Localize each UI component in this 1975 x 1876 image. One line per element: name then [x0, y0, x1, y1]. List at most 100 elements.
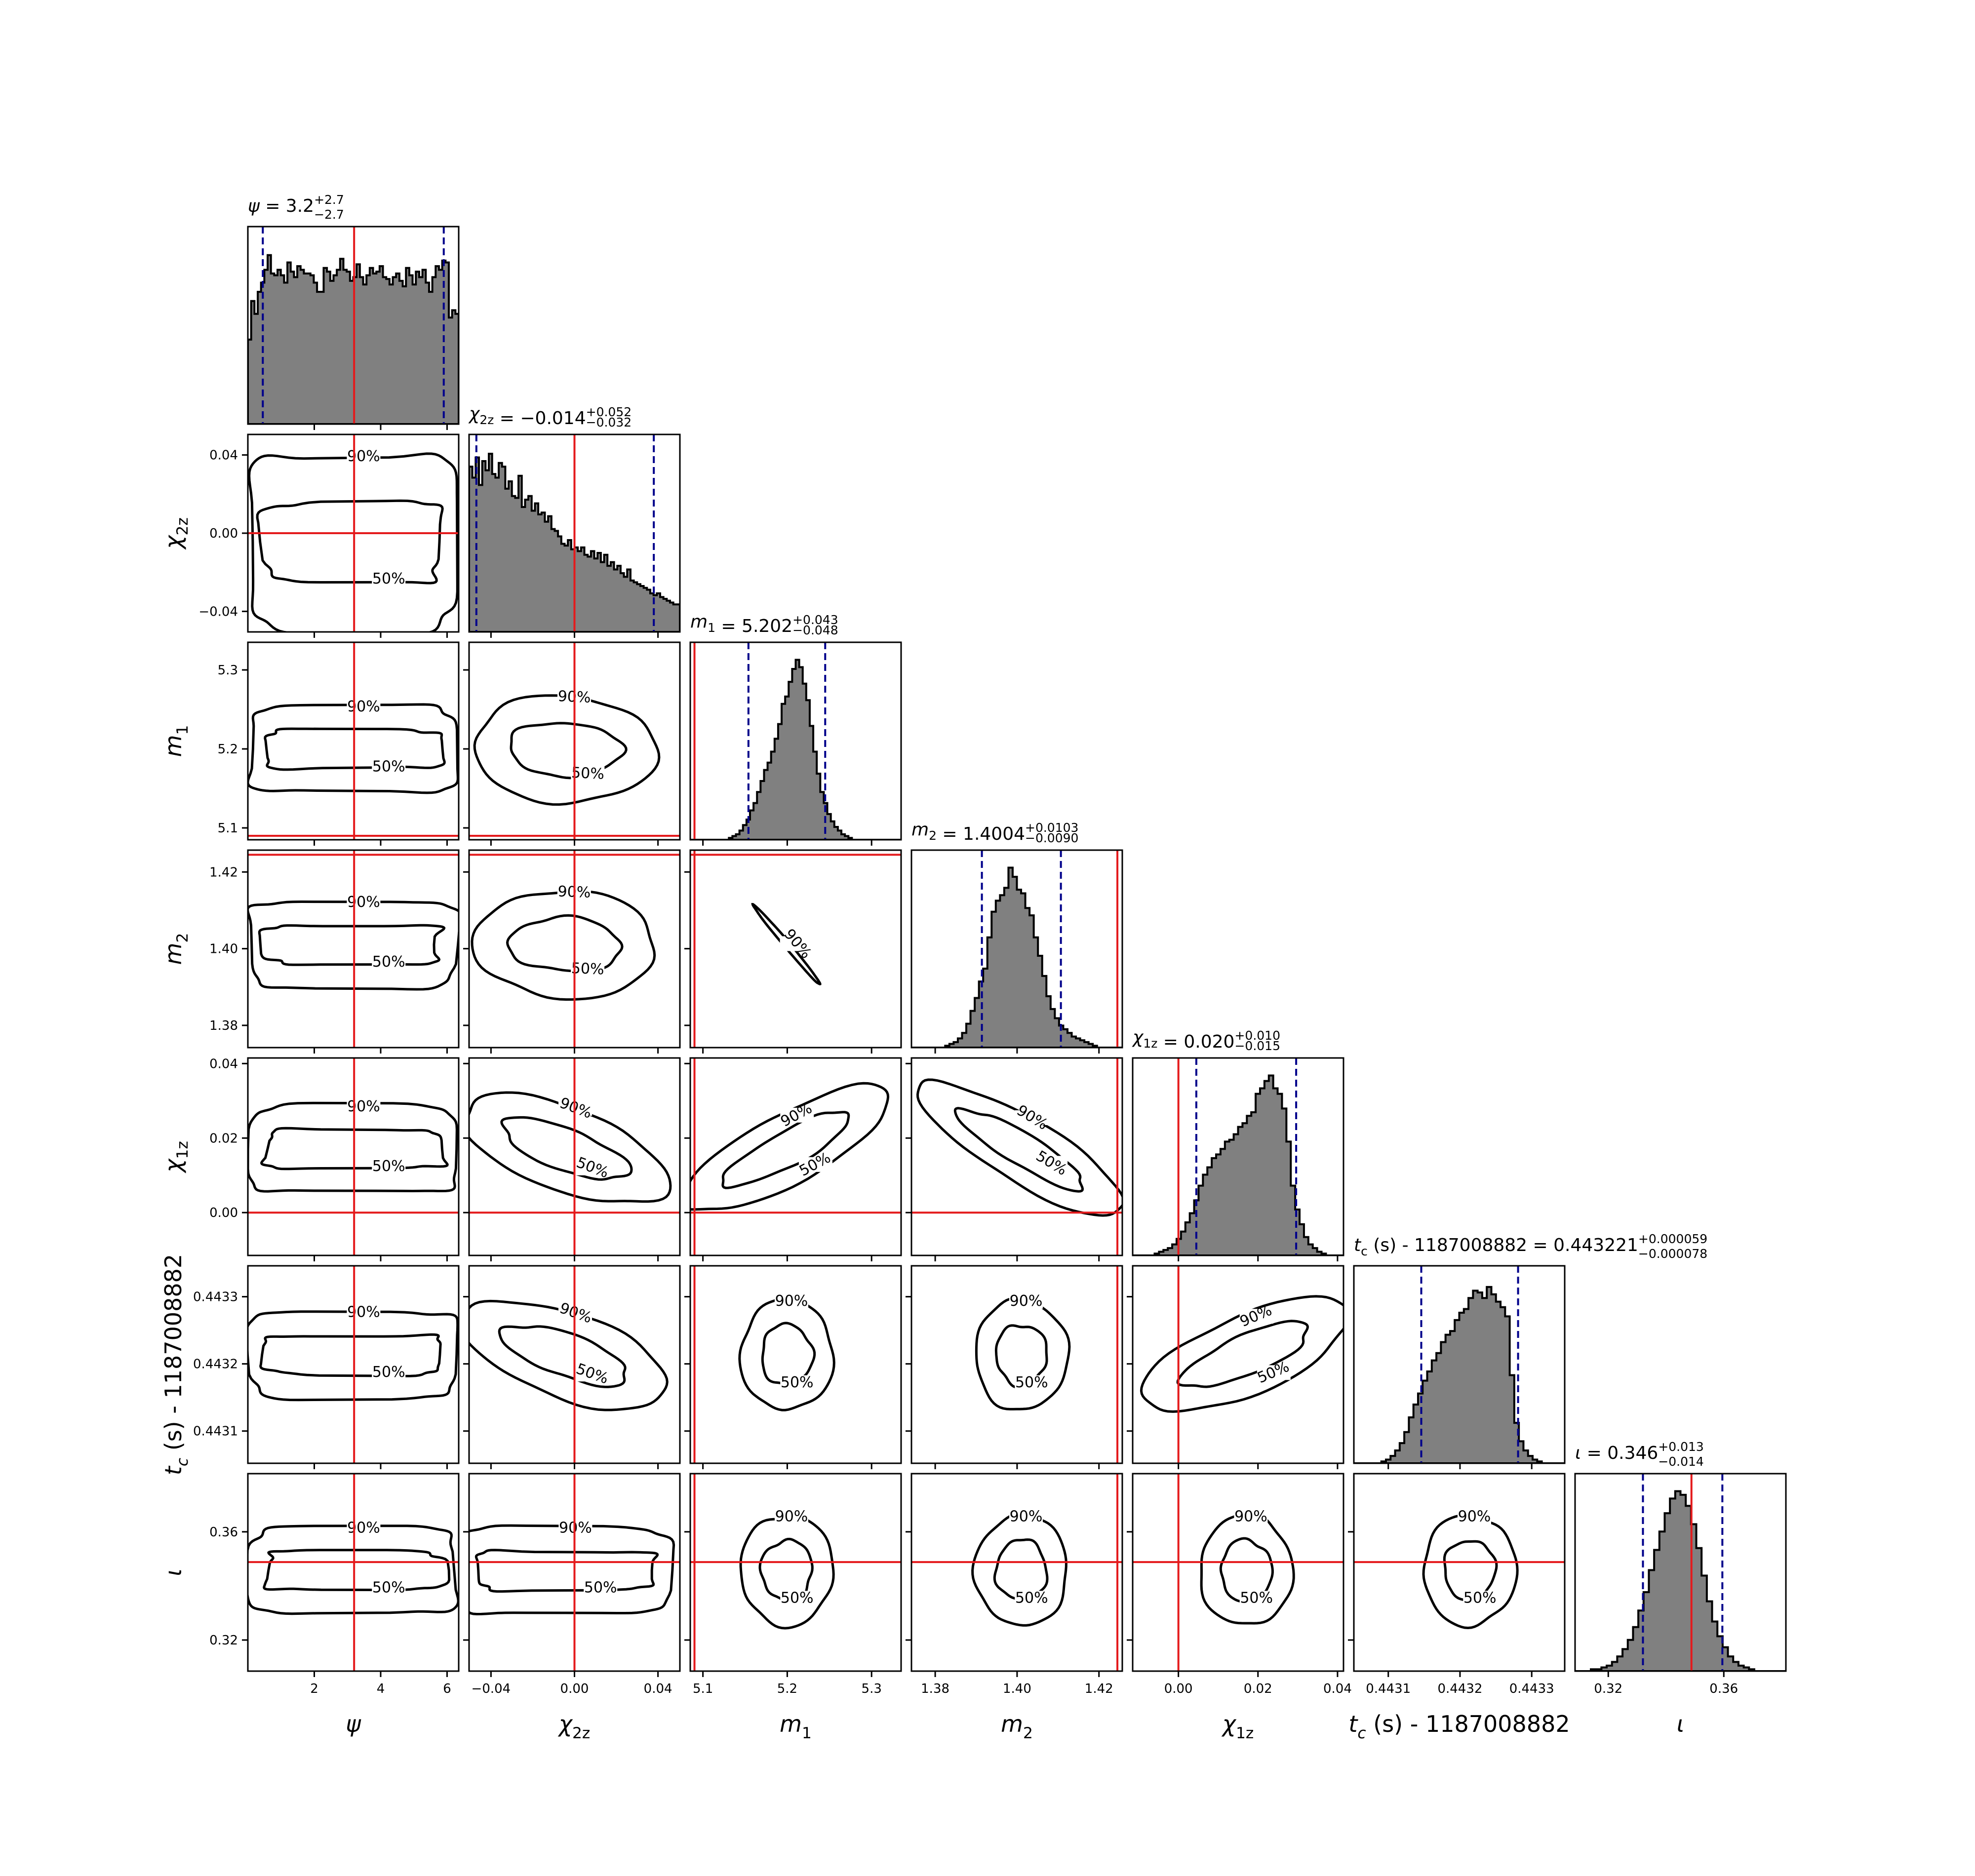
- contour-90: [248, 452, 459, 632]
- contour-level-label: 50%: [1015, 1589, 1048, 1606]
- panel-frame: [689, 1473, 902, 1672]
- panel-plot-area: 90%50%: [911, 1058, 1122, 1255]
- panel-frame: [247, 1057, 460, 1256]
- x-axis-label: m1: [780, 1711, 812, 1742]
- panel-plot-area: [1354, 1266, 1565, 1463]
- title-lower-error: −0.015: [1234, 1039, 1280, 1053]
- panel-plot-area: 90%50%: [469, 642, 680, 840]
- contour-90: [248, 1310, 459, 1402]
- contour-label-bg: [798, 1157, 832, 1172]
- y-axis-label: χ1z: [160, 1141, 192, 1174]
- contour-50: [500, 1116, 633, 1181]
- title-upper-error: +0.043: [792, 613, 838, 627]
- title-upper-error: +0.052: [586, 405, 632, 419]
- contour-50: [260, 1127, 449, 1171]
- contour-90: [916, 1078, 1122, 1217]
- contour-level-label: 50%: [372, 570, 405, 587]
- y-tick-label: 1.40: [209, 942, 238, 957]
- x-tick-label: 4: [377, 1681, 385, 1696]
- panel-frame: [247, 849, 460, 1049]
- x-tick-label: 0.32: [1594, 1681, 1622, 1696]
- y-axis-label: m1: [160, 725, 192, 757]
- contour-label-bg: [774, 1509, 808, 1524]
- contour-label-bg: [1034, 1156, 1068, 1171]
- contour-90: [248, 1524, 459, 1615]
- panel-frame: [247, 641, 460, 841]
- panel-plot-area: 90%: [690, 850, 901, 1048]
- y-tick-label: 0.4431: [193, 1424, 238, 1439]
- x-axis-label: m2: [1001, 1711, 1033, 1742]
- panel-frame: [247, 226, 460, 425]
- panel-frame: [1132, 1265, 1344, 1464]
- panel-plot-area: 90% 50%: [248, 1058, 459, 1255]
- contour-label-bg: [1015, 1375, 1049, 1390]
- panel-plot-area: [248, 227, 459, 424]
- contour-label-bg: [1463, 1591, 1497, 1606]
- hist-panel-iota: ι = 0.346+0.013−0.014 0.32 0.36 ι: [1574, 1440, 1787, 1737]
- contour-50: [263, 1549, 451, 1591]
- contour-label-bg: [347, 449, 381, 464]
- contour-label-bg: [584, 1580, 618, 1596]
- title-upper-error: +0.013: [1658, 1440, 1704, 1454]
- contour-panel-tc-vs-m1: 90% 50%: [684, 1265, 902, 1469]
- contour-label-bg: [372, 1365, 406, 1380]
- contour-panel-chi1z-vs-m2: 90%50%: [906, 1057, 1123, 1261]
- panel-title: ψ = 3.2+2.7: [248, 193, 344, 216]
- panel-frame: [468, 433, 681, 633]
- hist-panel-chi1z: χ1z = 0.020+0.010−0.015: [1132, 1027, 1344, 1261]
- contour-level-label: 50%: [372, 1158, 405, 1175]
- panel-plot-area: [1575, 1474, 1786, 1671]
- contour-panel-m2-vs-chi2z: 90%50%: [463, 849, 681, 1054]
- contour-panel-chi1z-vs-m1: 90%50%: [684, 1057, 902, 1261]
- contour-90: [971, 1512, 1067, 1627]
- contour-label-bg: [575, 1367, 609, 1382]
- panel-plot-area: 90%50%: [469, 1474, 680, 1671]
- x-tick-label: 0.4432: [1437, 1681, 1482, 1696]
- histogram-bars: [911, 866, 1122, 1048]
- contour-label-bg: [780, 1591, 814, 1606]
- contour-level-label: 90%: [557, 1094, 594, 1122]
- panel-frame: [910, 849, 1123, 1049]
- panel-frame: [468, 1057, 681, 1256]
- contour-level-label: 90%: [347, 698, 380, 715]
- x-tick-label: 1.42: [1085, 1681, 1113, 1696]
- panel-plot-area: 90%50%: [693, 1266, 835, 1463]
- title-lower-error: −0.032: [586, 415, 632, 430]
- contour-level-label: 50%: [1240, 1589, 1273, 1606]
- y-axis-label: χ2z: [160, 517, 192, 550]
- panel-frame: [468, 1265, 681, 1464]
- histogram-bars: [1575, 1490, 1786, 1671]
- contour-level-label: 90%: [1010, 1292, 1043, 1310]
- contour-panel-chi2z-vs-psi: 90% 50% −0.04 0.00 0.04 χ2z: [160, 433, 460, 638]
- contour-panel-m1-vs-psi: 90% 50% 5.1 5.2 5.3 m1: [160, 641, 460, 846]
- hist-panel-m1: m1 = 5.202+0.043−0.048: [689, 612, 902, 846]
- y-tick-label: 5.3: [218, 663, 238, 678]
- contour-label-bg: [372, 1580, 406, 1596]
- x-tick-label: 0.00: [1164, 1681, 1193, 1696]
- panel-frame: [1574, 1473, 1787, 1672]
- panel-frame: [1353, 1473, 1566, 1672]
- contour-label-bg: [1009, 1509, 1043, 1524]
- panel-frame: [689, 1265, 902, 1464]
- contour-panel-tc-vs-chi1z: 90%50%: [1127, 1265, 1344, 1469]
- contour-level-label: 90%: [347, 1098, 380, 1115]
- panel-plot-area: 90%50%: [248, 1474, 459, 1671]
- contour-level-label: 50%: [1463, 1589, 1497, 1606]
- panel-plot-area: [911, 850, 1122, 1048]
- contour-90: [248, 900, 459, 991]
- contour-panel-m2-vs-psi: 90% 50% 1.38 1.40 1.42 m2: [160, 849, 460, 1054]
- x-tick-label: 5.3: [862, 1681, 882, 1696]
- contour-label-bg: [347, 1305, 381, 1320]
- contour-90: [751, 903, 822, 985]
- contour-level-label: 50%: [372, 758, 405, 775]
- contour-level-label: 90%: [347, 448, 380, 465]
- contour-level-label: 50%: [372, 953, 405, 971]
- contour-label-bg: [780, 936, 814, 951]
- contour-90: [471, 890, 656, 1001]
- contour-50: [258, 924, 446, 966]
- panel-plot-area: 90%50%: [975, 1266, 1119, 1463]
- hist-panel-psi: ψ = 3.2+2.7−2.7: [247, 193, 460, 430]
- x-tick-label: 5.1: [693, 1681, 713, 1696]
- y-tick-label: 1.38: [209, 1018, 238, 1033]
